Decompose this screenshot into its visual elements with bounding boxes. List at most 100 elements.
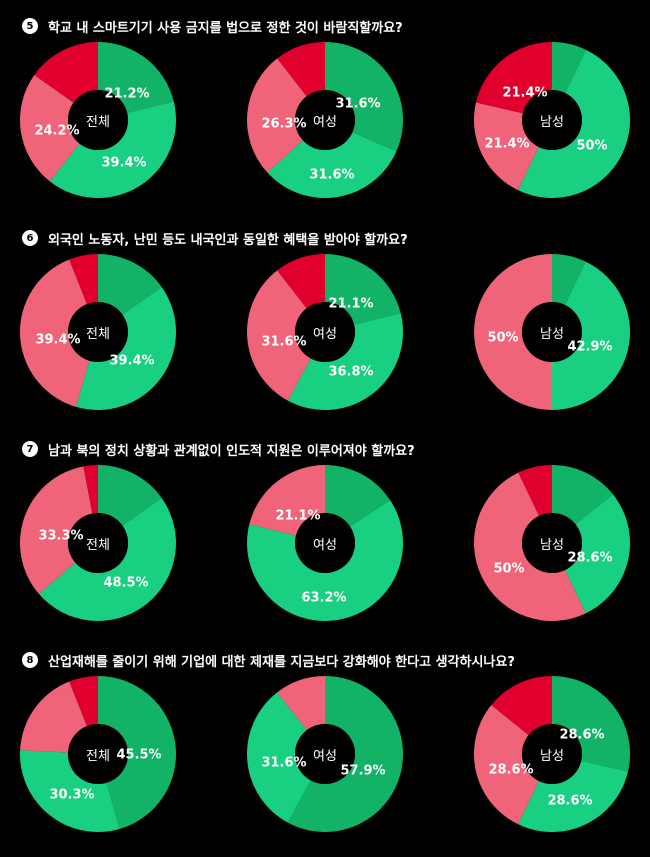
donut-slice-pink (474, 102, 539, 191)
slice-label: 48.5% (103, 575, 149, 591)
donut-slice-red (83, 465, 98, 514)
donut-slice-pink (473, 472, 586, 621)
slice-label: 28.6% (547, 793, 593, 809)
donut-svg (19, 254, 176, 410)
donut-slice-red (69, 254, 98, 305)
donut-chart-female: 여성 57.9% 31.6% (245, 674, 405, 834)
donut-slice-light-green (247, 499, 403, 621)
donut-slice-light-green (564, 494, 630, 614)
slice-label: 50% (493, 561, 525, 577)
donut-hole (295, 90, 355, 150)
slice-label: 45.5% (116, 747, 162, 763)
donut-slice-dark-green (98, 676, 176, 829)
donut-svg (247, 42, 403, 198)
donut-slice-pink (247, 58, 307, 173)
donut-chart-overall: 전체 45.5% 30.3% (18, 674, 178, 834)
donut-slice-pink (19, 259, 90, 407)
donut-slice-dark-green (98, 42, 174, 113)
slice-label: 63.2% (301, 590, 347, 606)
slice-label: 28.6% (559, 727, 605, 743)
slice-label: 31.6% (261, 334, 307, 350)
question-number-badge: 5 (22, 18, 38, 34)
donut-hole (68, 513, 128, 573)
donut-slice-pink (20, 681, 87, 753)
donut-slice-red (34, 42, 98, 103)
slice-label: 28.6% (488, 762, 534, 778)
donut-slice-dark-green (552, 676, 630, 772)
donut-svg (20, 42, 177, 199)
donut-center-label: 남성 (540, 114, 564, 130)
question-header: 5 학교 내 스마트기기 사용 금지를 법으로 정한 것이 바람직할까요? (22, 16, 403, 36)
donut-slice-light-green (20, 750, 120, 832)
donut-slice-pink (474, 705, 539, 825)
donut-hole (522, 90, 582, 150)
slice-label: 30.3% (49, 787, 95, 803)
donut-svg (20, 676, 176, 832)
slice-label: 24.2% (34, 123, 80, 139)
donut-slice-dark-green (98, 465, 162, 526)
slice-label: 28.6% (567, 550, 613, 566)
donut-chart-male: 남성 42.9% 50% (472, 252, 632, 412)
question-header: 8 산업재해를 줄이기 위해 기업에 대한 제재를 지금보다 강화해야 한다고 … (22, 650, 515, 670)
donut-slice-pink (474, 254, 552, 410)
donut-chart-male: 남성 50% 21.4% 21.4% (472, 40, 632, 200)
donut-slice-pink (246, 270, 311, 401)
donut-hole (68, 90, 128, 150)
question-text: 외국인 노동자, 난민 등도 내국인과 동일한 혜택을 받아야 할까요? (48, 232, 408, 248)
question-text: 남과 북의 정치 상황과 관계없이 인도적 지원은 이루어져야 할까요? (48, 443, 415, 459)
slice-label: 21.1% (328, 296, 374, 312)
donut-slice-light-green (552, 261, 630, 410)
donut-center-label: 전체 (86, 114, 110, 130)
donut-chart-overall: 전체 21.2% 39.4% 24.2% (18, 40, 178, 200)
donut-hole (68, 724, 128, 784)
donut-slice-light-green (38, 497, 177, 622)
donut-slice-light-green (75, 286, 176, 410)
donut-slice-light-green (49, 101, 177, 199)
donut-slice-red (277, 42, 325, 97)
slice-label: 57.9% (340, 763, 386, 779)
donut-svg (247, 465, 403, 621)
donut-center-label: 남성 (540, 748, 564, 764)
donut-center-label: 남성 (540, 537, 564, 553)
donut-center-label: 전체 (86, 537, 110, 553)
donut-slice-red (69, 676, 98, 727)
donut-center-label: 전체 (86, 326, 110, 342)
donut-hole (522, 302, 582, 362)
donut-hole (68, 302, 128, 362)
slice-label: 50% (576, 138, 608, 154)
donut-svg (246, 254, 403, 410)
donut-slice-pink (20, 74, 80, 182)
donut-chart-female: 여성 31.6% 31.6% 26.3% (245, 40, 405, 200)
slice-label: 21.2% (104, 86, 150, 102)
slice-label: 21.4% (502, 85, 548, 101)
donut-center-label: 여성 (313, 748, 337, 764)
slice-label: 21.1% (275, 508, 321, 524)
donut-center-label: 전체 (86, 748, 110, 764)
slice-label: 36.8% (328, 364, 374, 380)
donut-center-label: 여성 (313, 114, 337, 130)
donut-svg (19, 465, 177, 622)
question-number-badge: 8 (22, 652, 38, 668)
donut-slice-pink (249, 465, 325, 536)
donut-slice-dark-green (325, 254, 401, 325)
donut-chart-female: 여성 21.1% 36.8% 31.6% (245, 252, 405, 412)
donut-svg (473, 465, 630, 621)
slice-label: 33.3% (38, 528, 84, 544)
donut-svg (474, 42, 631, 199)
question-header: 7 남과 북의 정치 상황과 관계없이 인도적 지원은 이루어져야 할까요? (22, 439, 415, 459)
donut-slice-light-green (246, 692, 311, 823)
donut-slice-dark-green (287, 676, 403, 832)
donut-hole (522, 724, 582, 784)
donut-slice-red (491, 676, 552, 736)
slice-label: 31.6% (261, 755, 307, 771)
slice-label: 31.6% (309, 167, 355, 183)
donut-hole (295, 302, 355, 362)
slice-label: 39.4% (101, 155, 147, 171)
donut-chart-male: 남성 28.6% 28.6% 28.6% (472, 674, 632, 834)
question-text: 학교 내 스마트기기 사용 금지를 법으로 정한 것이 바람직할까요? (48, 20, 403, 36)
question-header: 6 외국인 노동자, 난민 등도 내국인과 동일한 혜택을 받아야 할까요? (22, 228, 408, 248)
donut-hole (522, 513, 582, 573)
donut-svg (474, 676, 630, 832)
donut-svg (474, 254, 630, 410)
donut-slice-dark-green (552, 465, 614, 525)
